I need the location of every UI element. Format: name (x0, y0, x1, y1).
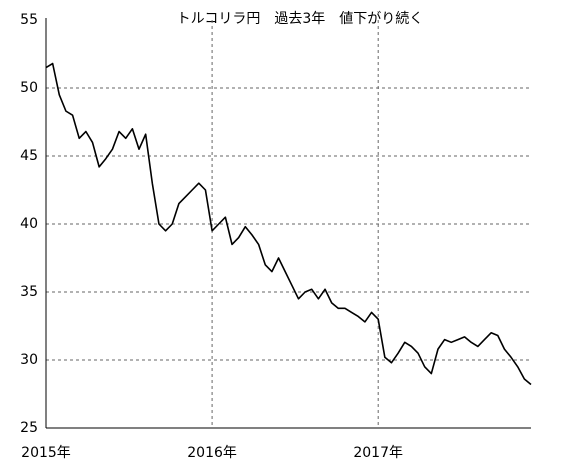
x-tick-label: 2015年 (21, 445, 71, 461)
y-tick-label: 25 (20, 420, 38, 436)
y-tick-label: 50 (20, 80, 38, 96)
x-tick-label: 2016年 (187, 445, 237, 461)
x-tick-label: 2017年 (353, 445, 403, 461)
y-tick-label: 55 (20, 12, 38, 28)
chart-title: トルコリラ円 過去3年 値下がり続く (177, 10, 424, 27)
y-tick-label: 45 (20, 148, 38, 164)
y-tick-label: 30 (20, 352, 38, 368)
price-line (45, 62, 532, 386)
y-tick-label: 40 (20, 216, 38, 232)
y-tick-label: 35 (20, 284, 38, 300)
